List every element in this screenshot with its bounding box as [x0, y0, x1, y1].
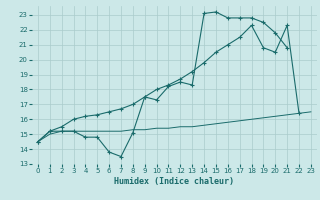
X-axis label: Humidex (Indice chaleur): Humidex (Indice chaleur) [115, 177, 234, 186]
